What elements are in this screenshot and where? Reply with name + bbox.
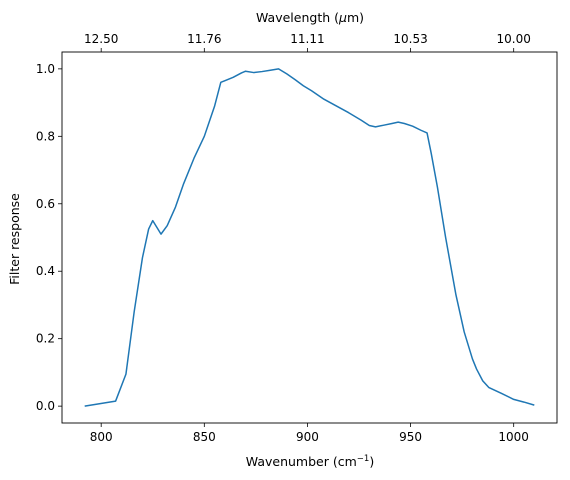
y-tick-label: 0.8: [36, 129, 55, 143]
top-tick-label: 11.11: [290, 32, 324, 46]
top-tick-label: 10.00: [497, 32, 531, 46]
y-tick-label: 0.2: [36, 332, 55, 346]
x-tick-label: 900: [296, 430, 319, 444]
y-tick-label: 0.4: [36, 264, 55, 278]
ticks-layer: 800 850 900 950 1000 12.50 11.76 11.11 10.53 10.0…: [36, 32, 531, 444]
top-axis-label: Wavelength (μm): [256, 10, 364, 25]
top-tick-label: 10.53: [393, 32, 427, 46]
x-tick-label: 1000: [498, 430, 529, 444]
plot-frame: [61, 51, 558, 424]
top-tick-label: 12.50: [84, 32, 118, 46]
y-tick-label: 1.0: [36, 62, 55, 76]
filter-response-line: [84, 68, 535, 407]
top-tick-label: 11.76: [187, 32, 221, 46]
x-tick-label: 850: [193, 430, 216, 444]
x-tick-label: 950: [399, 430, 422, 444]
y-tick-label: 0.6: [36, 197, 55, 211]
x-axis-label: Wavenumber (cm−1): [246, 454, 374, 469]
y-tick-label: 0.0: [36, 399, 55, 413]
x-tick-label: 800: [90, 430, 113, 444]
y-axis-label: Filter response: [7, 193, 22, 285]
